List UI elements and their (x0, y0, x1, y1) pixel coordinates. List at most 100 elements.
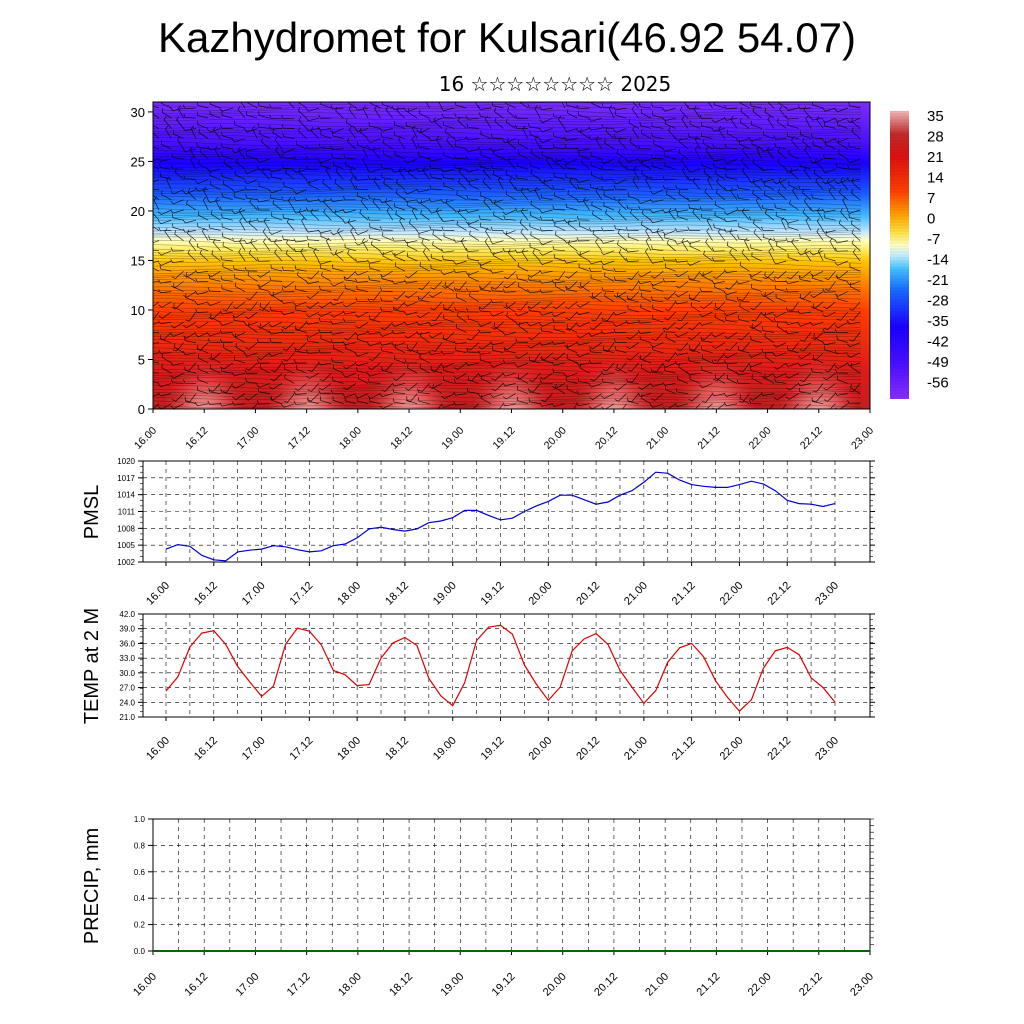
wind-barb (823, 122, 836, 129)
wind-barb (393, 131, 406, 139)
wind-barb (417, 143, 430, 150)
wind-barb (613, 267, 627, 272)
wind-barb (509, 177, 516, 190)
isotherm-line (153, 278, 862, 284)
wind-barb (588, 135, 602, 140)
wind-barb (256, 400, 270, 405)
wind-barb (494, 199, 504, 211)
wind-barb (588, 267, 602, 272)
wind-barb (837, 149, 848, 160)
wind-barb (576, 179, 590, 184)
wind-barb (443, 335, 455, 343)
wind-barb (694, 146, 701, 160)
wind-barb (197, 386, 209, 394)
wind-barb (602, 345, 615, 354)
wind-barb (490, 298, 504, 303)
wind-barb (236, 158, 246, 170)
wind-barb (506, 118, 516, 129)
x-tick-label: 16.12 (182, 971, 210, 999)
isotherm-line (153, 185, 862, 191)
wind-barb (170, 361, 184, 366)
wind-barb (662, 230, 676, 236)
wind-barb (712, 143, 725, 150)
y-tick-label: 30.0 (119, 669, 135, 678)
wind-barb (182, 228, 196, 233)
wind-barb (350, 227, 357, 241)
wind-barb (663, 327, 676, 333)
wind-barb (601, 176, 615, 181)
wind-barb (674, 402, 688, 407)
wind-barb (714, 283, 725, 292)
wind-barb (664, 311, 676, 321)
wind-barb (613, 338, 627, 343)
wind-barb (822, 229, 836, 234)
colorbar-label: -14 (927, 252, 949, 269)
wind-barb (153, 403, 160, 409)
wind-barb (694, 403, 701, 409)
isotherm-line (153, 390, 862, 396)
wind-barb (539, 260, 553, 266)
wind-barb (244, 240, 258, 245)
wind-barb (231, 401, 246, 406)
wind-barb (551, 361, 565, 366)
wind-barb (347, 137, 357, 150)
wind-barb (503, 215, 516, 221)
x-tick-label: 22.00 (718, 735, 746, 763)
wind-barb (638, 102, 652, 109)
wind-barb (197, 120, 209, 129)
x-tick-label: 20.00 (541, 971, 569, 999)
wind-barb (441, 281, 455, 289)
wind-barb (650, 403, 664, 408)
y-tick-label: 10 (131, 303, 145, 318)
wind-barb (563, 372, 578, 378)
wind-barb (828, 187, 836, 201)
wind-barb (222, 343, 233, 354)
wind-barb (220, 124, 233, 129)
wind-barb (287, 102, 295, 109)
wind-barb (849, 383, 861, 393)
wind-barb (724, 104, 738, 110)
wind-barb (752, 107, 762, 119)
wind-barb (270, 264, 283, 272)
wind-barb (305, 198, 319, 203)
wind-barb (256, 165, 270, 171)
wind-barb (194, 269, 209, 274)
wind-barb (748, 137, 762, 141)
wind-barb (664, 152, 676, 160)
wind-barb (357, 192, 369, 201)
wind-barb (752, 158, 762, 170)
chart-subtitle: 16 ☆☆☆☆☆☆☆☆ 2025 (438, 72, 672, 96)
wind-barb (153, 361, 160, 364)
wind-barb (214, 146, 221, 160)
wind-barb (652, 110, 664, 119)
wind-barb (320, 396, 332, 405)
wind-barb (674, 360, 688, 365)
isotherm-line (153, 255, 862, 262)
wind-barb (443, 151, 455, 160)
wind-barb (158, 289, 172, 294)
wind-barb (529, 372, 541, 382)
wind-barb (186, 200, 197, 211)
wind-barb (723, 218, 738, 223)
isotherm-line (153, 249, 862, 256)
wind-barb (153, 240, 160, 244)
wind-barb (566, 385, 578, 394)
wind-barb (682, 166, 689, 180)
wind-barb (625, 257, 639, 262)
wind-barb (514, 311, 529, 317)
wind-barb (565, 203, 578, 211)
wind-barb (625, 320, 639, 325)
wind-barb (170, 107, 184, 112)
wind-barb (379, 199, 393, 204)
wind-barb (665, 119, 676, 129)
wind-barb (153, 249, 160, 252)
wind-barb (282, 342, 295, 351)
wind-barb (528, 123, 541, 129)
wind-barb (767, 102, 775, 109)
wind-barb (662, 209, 676, 214)
wind-barb (153, 267, 160, 272)
wind-barb (274, 238, 283, 252)
wind-barb (208, 235, 221, 241)
wind-barb (362, 145, 369, 160)
wind-barb (764, 373, 775, 384)
